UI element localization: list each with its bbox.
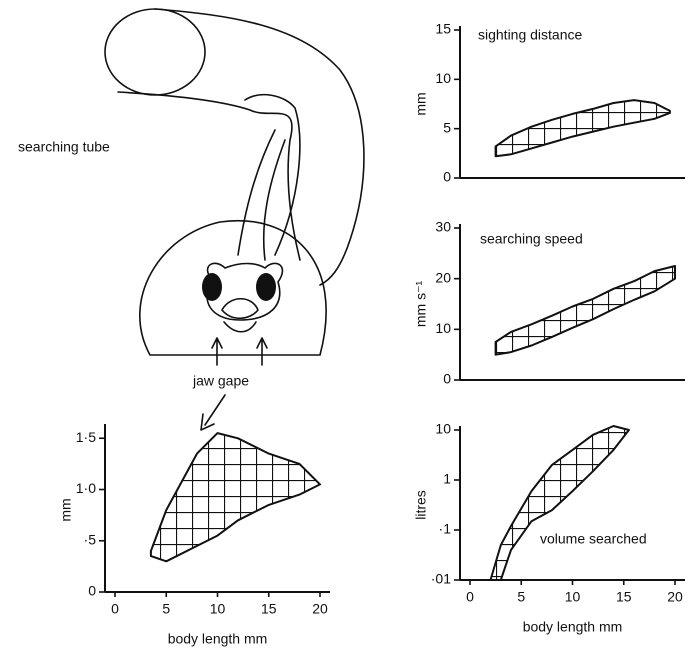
y-tick-label: 1·0 [76, 480, 96, 496]
x-axis-label: body length mm [523, 619, 623, 635]
y-axis-label: litres [413, 490, 429, 520]
range-band [491, 426, 629, 580]
y-tick-label: 0 [443, 169, 451, 185]
x-axis-label: body length mm [168, 631, 268, 647]
x-tick-label: 15 [261, 601, 277, 617]
y-tick-label: 10 [435, 320, 451, 336]
y-axis-label: mm [413, 92, 429, 115]
y-tick-label: 0 [88, 583, 96, 599]
y-tick-label: 20 [435, 269, 451, 285]
y-axis-label: mm [58, 498, 74, 521]
annotation: volume searched [540, 531, 647, 547]
y-tick-label: ·1 [439, 521, 452, 537]
y-tick-label: ·5 [84, 531, 97, 547]
x-tick-label: 10 [565, 589, 581, 605]
y-tick-label: 10 [435, 70, 451, 86]
y-axis-label: mm s⁻¹ [413, 281, 429, 328]
figure: searching tube jaw gape 0·51·01·50510152… [0, 0, 700, 660]
y-tick-label: 30 [435, 219, 451, 235]
y-tick-label: 5 [443, 119, 451, 135]
annotation: jaw gape [192, 373, 249, 389]
annotation: sighting distance [478, 27, 583, 43]
x-tick-label: 15 [616, 589, 632, 605]
y-tick-label: 1·5 [76, 429, 96, 445]
y-tick-label: 15 [435, 21, 451, 37]
larva-drawing: searching tube jaw gape [18, 9, 364, 430]
y-tick-label: 1 [443, 471, 451, 487]
x-tick-label: 20 [312, 601, 328, 617]
x-tick-label: 5 [162, 601, 170, 617]
range-band [151, 433, 320, 561]
x-tick-label: 0 [466, 589, 474, 605]
annotation: searching speed [480, 231, 583, 247]
y-tick-label: 0 [443, 371, 451, 387]
annotation: searching tube [18, 139, 110, 155]
x-tick-label: 20 [667, 589, 683, 605]
range-band [496, 266, 675, 355]
x-tick-label: 5 [517, 589, 525, 605]
range-band [496, 100, 670, 156]
x-tick-label: 10 [210, 601, 226, 617]
x-tick-label: 0 [111, 601, 119, 617]
y-tick-label: 10 [435, 421, 451, 437]
y-tick-label: ·01 [431, 571, 451, 587]
